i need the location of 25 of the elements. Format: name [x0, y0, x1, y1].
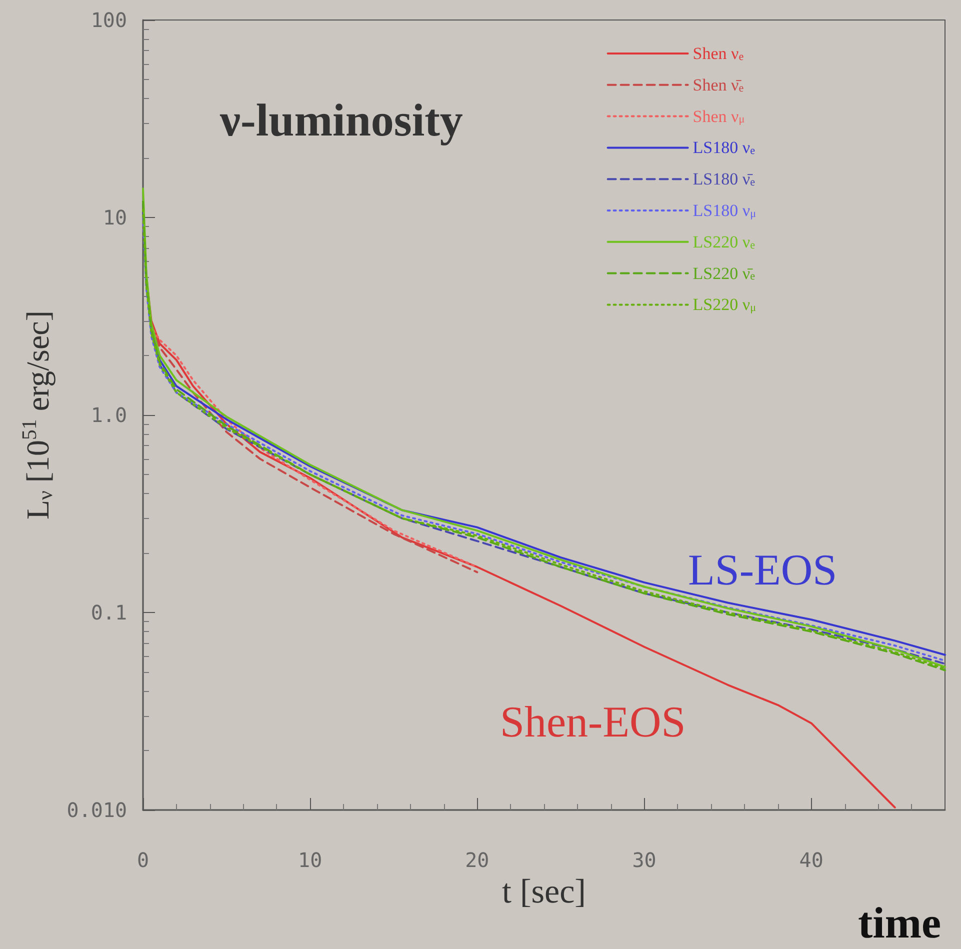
y-tick-label: 10 — [102, 206, 127, 230]
legend-label: LS180 ν̄e — [692, 170, 756, 189]
y-tick-label: 0.1 — [90, 600, 127, 624]
x-tick-label: 40 — [799, 848, 824, 872]
legend-label: LS220 νe — [692, 232, 756, 252]
y-tick-label: 0.010 — [66, 798, 127, 822]
legend-label: LS220 ν̄e — [692, 264, 756, 283]
x-tick-label: 20 — [465, 848, 490, 872]
text: ν-luminosity — [219, 94, 463, 146]
y-tick-label: 1.0 — [90, 403, 127, 427]
annotation: LS-EOS — [688, 546, 838, 594]
text: time — [858, 898, 942, 948]
legend-label: LS180 νe — [692, 138, 756, 158]
legend-label: LS180 νμ — [692, 201, 756, 220]
x-tick-label: 30 — [632, 848, 656, 872]
x-tick-label: 0 — [136, 848, 150, 872]
legend-label: Shen νe — [692, 44, 744, 63]
annotation: Shen-EOS — [500, 698, 686, 746]
x-axis-title: t [sec] — [502, 873, 586, 910]
legend-label: Shen ν̄e — [692, 75, 744, 94]
legend-label: Shen νμ — [692, 106, 745, 126]
y-tick-label: 100 — [90, 8, 127, 32]
x-tick-label: 10 — [298, 848, 322, 872]
legend-label: LS220 νμ — [692, 295, 756, 314]
y-axis-title: Lν [1051 erg/sec] — [18, 310, 57, 520]
